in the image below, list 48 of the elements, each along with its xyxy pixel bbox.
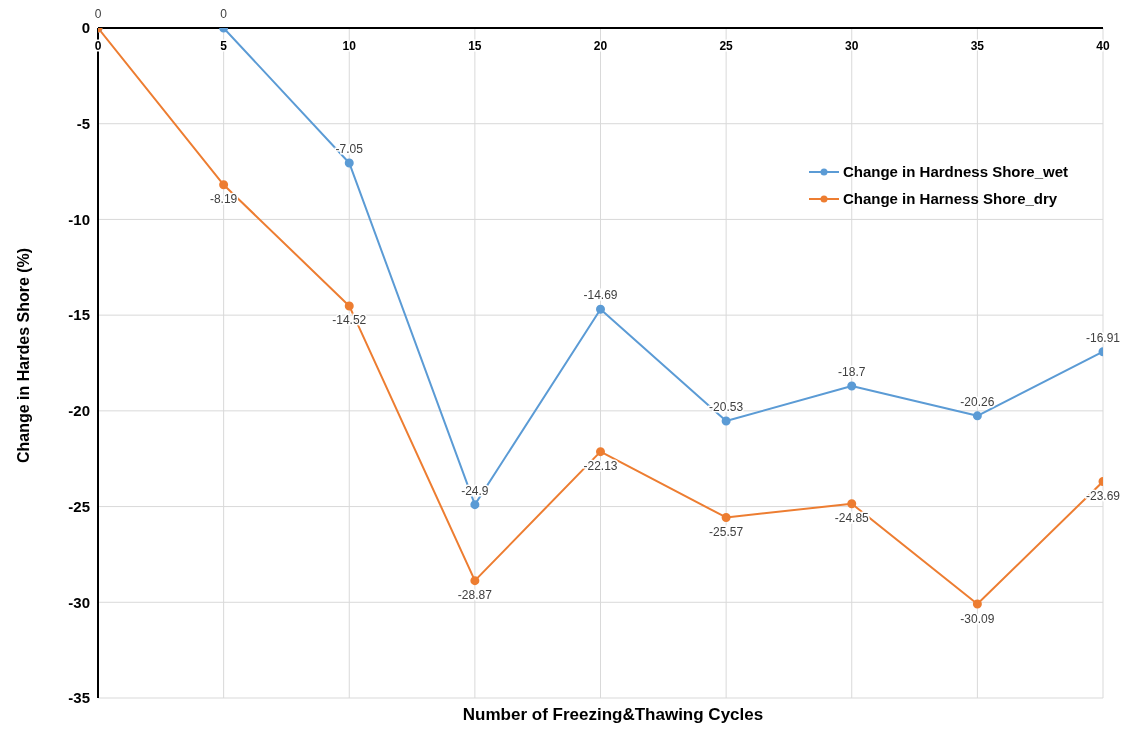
point [721, 416, 731, 426]
y-axis-title: Change in Hardes Shore (%) [14, 247, 32, 463]
data-label: -14.69 [583, 288, 618, 303]
y-tick-label: -30 [68, 593, 90, 611]
y-tick-label: -25 [68, 497, 90, 515]
x-tick-label: 20 [593, 39, 608, 53]
point [470, 576, 480, 586]
point [721, 512, 731, 522]
data-label: -16.91 [1085, 330, 1121, 345]
x-tick-label: 30 [845, 39, 859, 53]
data-label: -20.53 [709, 400, 744, 414]
data-label: -24.85 [834, 511, 870, 526]
point [972, 411, 982, 421]
x-tick-label: 15 [468, 39, 482, 53]
x-tick-label: 5 [220, 39, 228, 53]
point [596, 304, 605, 314]
data-label: -22.13 [583, 459, 618, 474]
legend-label: Change in Hardness Shore_wet [842, 163, 1068, 180]
y-tick-label: -15 [68, 306, 90, 324]
x-tick-label: 25 [719, 39, 734, 53]
x-tick-label: 35 [970, 39, 985, 53]
data-label: -8.19 [209, 192, 238, 207]
y-tick-label: -35 [68, 689, 90, 707]
data-label: -18.7 [838, 364, 866, 379]
point [219, 180, 229, 190]
x-tick-label: 10 [342, 39, 357, 53]
point [847, 499, 857, 509]
point [596, 447, 605, 457]
x-axis-title: Number of Freezing&Thawing Cycles [461, 705, 765, 725]
y-tick-label: -10 [68, 210, 90, 228]
legend-label: Change in Harness Shore_dry [842, 190, 1058, 207]
data-label: -23.69 [1085, 489, 1121, 504]
data-label: -28.87 [457, 588, 493, 603]
data-label: -25.57 [709, 525, 744, 539]
y-tick-label: -20 [68, 402, 90, 420]
point [344, 158, 354, 168]
data-label: -30.09 [960, 611, 995, 626]
point [847, 381, 857, 391]
point [344, 301, 354, 311]
y-tick-label: 0 [81, 19, 90, 37]
point [972, 599, 982, 609]
data-label: 0 [94, 7, 102, 21]
point [470, 500, 480, 510]
x-tick-label: 40 [1096, 39, 1110, 53]
data-label: -7.05 [335, 141, 364, 156]
data-label: -20.26 [960, 394, 995, 409]
data-label: 0 [220, 7, 228, 21]
y-tick-label: -5 [76, 115, 90, 133]
